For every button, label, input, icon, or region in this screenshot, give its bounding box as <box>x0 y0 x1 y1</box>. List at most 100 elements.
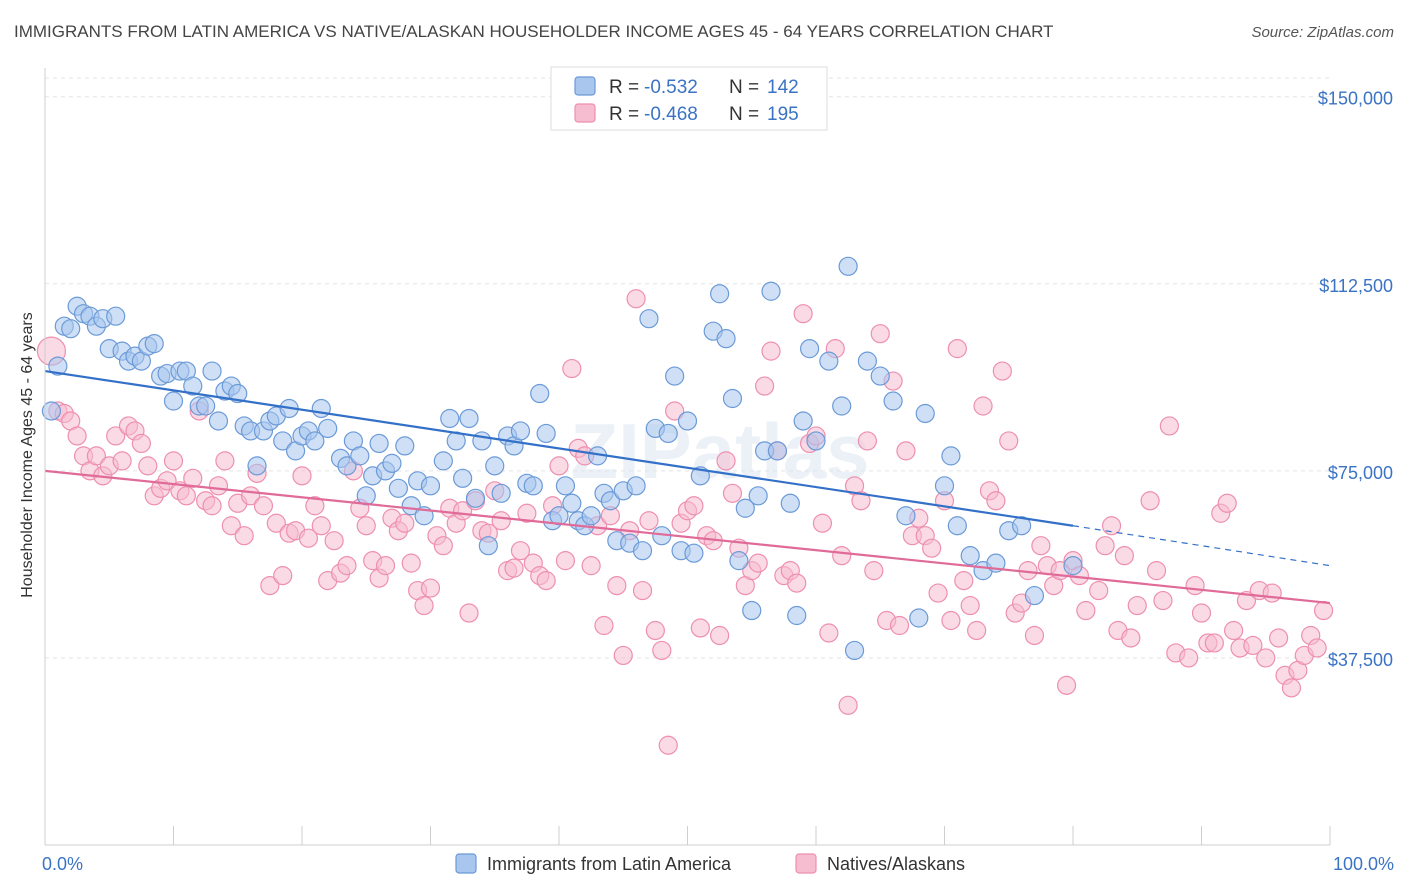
legend-swatch-immigrants <box>574 76 596 96</box>
immigrants-point-126 <box>934 476 955 496</box>
natives-point-174 <box>1179 648 1199 668</box>
immigrants-point-101 <box>710 284 730 304</box>
immigrants-point-66 <box>478 536 498 556</box>
natives-point-190 <box>1281 678 1302 698</box>
immigrants-point-41 <box>305 431 325 451</box>
natives-point-171 <box>1153 590 1173 611</box>
immigrants-point-107 <box>748 486 768 506</box>
bottom-legend-swatch-immigrants <box>455 853 477 874</box>
natives-point-183 <box>1236 590 1257 611</box>
natives-point-132 <box>889 615 910 636</box>
natives-point-56 <box>401 553 421 573</box>
immigrants-point-115 <box>806 431 826 451</box>
natives-point-22 <box>183 468 203 488</box>
immigrants-point-55 <box>401 496 421 516</box>
legend-r-value-natives: -0.468 <box>644 104 698 125</box>
natives-point-77 <box>536 571 556 591</box>
natives-point-84 <box>581 556 601 576</box>
trend-line-immigrants <box>44 369 1074 527</box>
immigrants-point-43 <box>318 418 338 439</box>
natives-point-142 <box>954 571 974 591</box>
immigrants-point-29 <box>228 383 248 404</box>
natives-point-138 <box>928 583 948 603</box>
natives-point-163 <box>1095 536 1115 556</box>
natives-point-46 <box>337 556 357 576</box>
immigrants-point-135 <box>1063 556 1083 576</box>
natives-point-44 <box>324 531 344 551</box>
immigrants-point-59 <box>433 451 453 471</box>
natives-point-25 <box>202 496 222 516</box>
immigrants-point-10 <box>106 306 126 326</box>
natives-point-19 <box>163 451 184 471</box>
natives-point-188 <box>1268 628 1289 648</box>
natives-point-11 <box>112 451 132 471</box>
x-tick-label-0: 0.0% <box>42 854 83 874</box>
immigrants-point-74 <box>530 383 550 404</box>
natives-point-184 <box>1243 635 1263 656</box>
legend-n-value-natives: 195 <box>767 104 799 125</box>
natives-point-34 <box>260 575 280 596</box>
y-tick-label-0: $37,500 <box>1328 650 1393 670</box>
natives-point-92 <box>632 580 653 601</box>
natives-point-106 <box>722 483 743 503</box>
natives-point-49 <box>356 516 376 536</box>
natives-point-40 <box>298 528 319 548</box>
series-natives-points <box>36 289 1334 755</box>
natives-point-39 <box>292 466 312 486</box>
immigrants-point-119 <box>844 640 865 661</box>
immigrants-point-90 <box>632 541 653 561</box>
natives-point-93 <box>639 511 659 531</box>
natives-point-15 <box>138 456 158 476</box>
trend-line-natives <box>44 469 1331 605</box>
immigrants-point-121 <box>870 366 890 386</box>
y-tick-label-2: $112,500 <box>1319 276 1393 296</box>
immigrants-point-134 <box>1024 585 1045 606</box>
natives-point-121 <box>819 623 839 643</box>
natives-point-158 <box>1056 675 1077 695</box>
natives-point-175 <box>1185 575 1205 596</box>
natives-point-18 <box>157 471 177 491</box>
natives-point-94 <box>645 620 665 641</box>
natives-point-176 <box>1191 603 1212 623</box>
natives-point-100 <box>684 496 704 516</box>
natives-point-164 <box>1101 516 1122 536</box>
natives-point-65 <box>459 603 479 623</box>
immigrants-point-0 <box>41 401 62 421</box>
natives-point-30 <box>234 526 254 546</box>
natives-point-167 <box>1121 628 1141 648</box>
immigrants-point-65 <box>472 431 492 451</box>
natives-point-128 <box>864 561 884 581</box>
immigrants-point-104 <box>729 551 749 571</box>
legend-r-label-immigrants: R = <box>609 77 644 98</box>
immigrants-point-78 <box>555 476 576 496</box>
chart-title: IMMIGRANTS FROM LATIN AMERICA VS NATIVE/… <box>14 22 1054 41</box>
natives-point-149 <box>999 431 1019 451</box>
natives-point-126 <box>851 491 871 511</box>
immigrants-point-129 <box>960 546 980 566</box>
natives-point-101 <box>690 618 710 638</box>
natives-point-86 <box>594 615 614 636</box>
natives-point-187 <box>1262 583 1282 603</box>
natives-point-89 <box>613 645 633 666</box>
immigrants-point-64 <box>465 488 486 508</box>
legend: R = -0.532 N = 142 R = -0.468 N = 195 <box>550 66 828 131</box>
immigrants-point-91 <box>639 309 659 329</box>
natives-point-88 <box>607 575 627 596</box>
bottom-legend-swatch-natives <box>795 853 817 874</box>
natives-point-70 <box>491 511 511 531</box>
immigrants-point-25 <box>202 361 222 381</box>
legend-n-value-immigrants: 142 <box>767 77 799 98</box>
natives-point-178 <box>1204 633 1224 653</box>
natives-point-120 <box>812 513 833 533</box>
natives-point-97 <box>665 401 685 421</box>
axes <box>44 68 1331 846</box>
immigrants-point-117 <box>832 396 852 416</box>
natives-point-79 <box>549 456 569 476</box>
immigrants-point-120 <box>857 351 878 371</box>
immigrants-point-110 <box>767 441 788 461</box>
immigrants-point-32 <box>247 456 267 476</box>
natives-point-105 <box>716 451 736 471</box>
immigrants-point-127 <box>941 446 961 466</box>
immigrants-point-73 <box>523 476 543 496</box>
immigrants-point-19 <box>163 391 184 411</box>
